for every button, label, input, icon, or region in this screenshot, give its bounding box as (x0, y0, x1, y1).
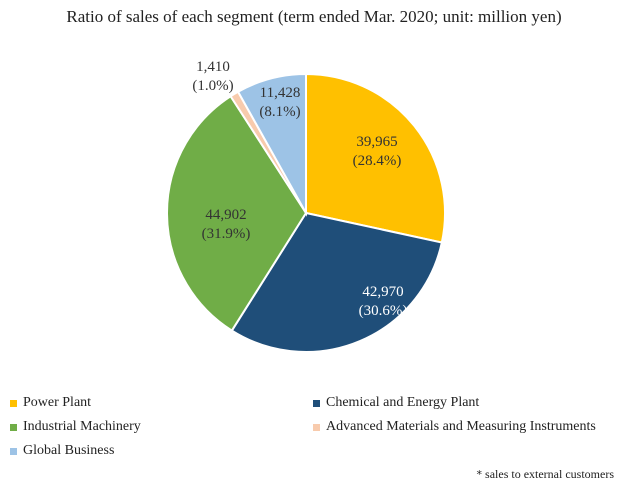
legend-swatch (313, 399, 320, 407)
data-label-percent: (31.9%) (202, 226, 251, 242)
legend-label: Power Plant (23, 395, 92, 410)
legend-item-power-plant: Power Plant (10, 395, 91, 411)
data-label-value: 44,902 (205, 207, 246, 223)
chart-title: Ratio of sales of each segment (term end… (66, 7, 562, 26)
data-label-value: 42,970 (362, 284, 403, 300)
pie-slice-power-plant (305, 72, 446, 244)
legend-swatch (313, 423, 320, 431)
pie-slice-global-business (236, 72, 307, 217)
footnote-text: sales to external customers (485, 467, 614, 481)
data-label-percent: (30.6%) (359, 303, 408, 319)
data-label-value: 11,428 (260, 85, 301, 101)
data-label-value: 39,965 (356, 134, 397, 150)
legend-item-global-business: Global Business (10, 443, 114, 459)
legend-item-chemical-energy-plant: Chemical and Energy Plant (313, 395, 479, 411)
legend-swatch (10, 447, 17, 455)
legend-swatch (10, 423, 17, 431)
data-label: 39,965 (28.4%) (353, 134, 402, 169)
legend-swatch (10, 399, 17, 407)
pie-slice-industrial-machinery (166, 94, 308, 332)
legend-item-advanced-materials: Advanced Materials and Measuring Instrum… (313, 419, 596, 435)
footnote: * sales to external customers (477, 467, 614, 482)
data-label: 42,970 (30.6%) (359, 284, 408, 319)
legend-label: Industrial Machinery (23, 419, 141, 434)
data-label: 44,902 (31.9%) (202, 207, 251, 242)
legend-label: Chemical and Energy Plant (326, 395, 480, 410)
data-label-percent: (28.4%) (353, 153, 402, 169)
asterisk-icon: * (476, 468, 483, 481)
legend-label: Global Business (23, 443, 115, 458)
data-label-value: 1,410 (196, 59, 230, 75)
legend-label: Advanced Materials and Measuring Instrum… (326, 419, 596, 434)
data-label-percent: (1.0%) (192, 78, 233, 94)
legend-item-industrial-machinery: Industrial Machinery (10, 419, 141, 435)
data-label: 1,410 (1.0%) (192, 59, 233, 94)
data-label-percent: (8.1%) (259, 104, 300, 120)
data-label: 11,428 (8.1%) (259, 85, 300, 120)
